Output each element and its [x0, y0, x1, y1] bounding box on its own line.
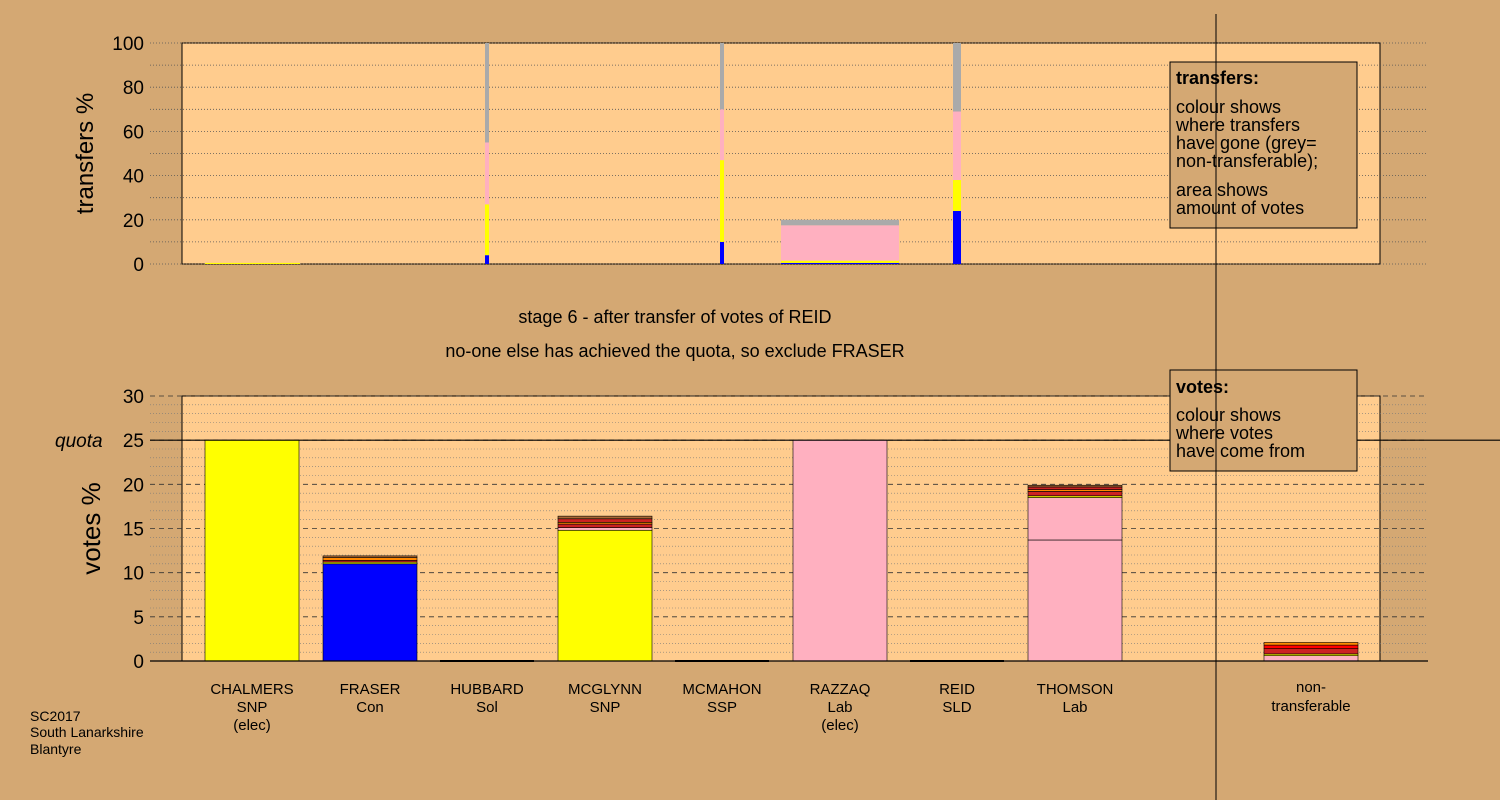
- category-label: (elec): [821, 717, 859, 734]
- y-tick-label: 0: [133, 255, 144, 276]
- footer-line: SC2017: [30, 708, 81, 724]
- category-label: FRASER: [340, 681, 401, 698]
- transfer-segment: [720, 43, 724, 110]
- stage-subtitle: no-one else has achieved the quota, so e…: [445, 341, 904, 361]
- transfer-segment: [953, 111, 961, 181]
- y-axis-label: votes %: [76, 482, 106, 575]
- footer-line: Blantyre: [30, 741, 82, 757]
- category-label: Sol: [476, 699, 498, 716]
- category-label: SNP: [590, 699, 621, 716]
- transfer-segment: [781, 262, 899, 264]
- vote-segment: [557, 515, 653, 520]
- legend-line: area shows: [1176, 180, 1268, 200]
- vote-segment: [557, 523, 653, 528]
- vote-segment: [557, 518, 653, 523]
- category-label: transferable: [1271, 698, 1350, 715]
- category-label: REID: [939, 681, 975, 698]
- y-tick-label: 40: [123, 167, 144, 188]
- category-label: MCGLYNN: [568, 681, 642, 698]
- legend-line: have gone (grey=: [1176, 133, 1317, 153]
- y-tick-label: 20: [123, 211, 144, 232]
- transfer-segment: [485, 204, 489, 256]
- y-tick-label: 0: [133, 652, 144, 673]
- transfer-segment: [953, 180, 961, 211]
- stage-title: stage 6 - after transfer of votes of REI…: [518, 307, 831, 327]
- transfer-segment: [781, 219, 899, 226]
- legend-title: votes:: [1176, 377, 1229, 397]
- footer-line: South Lanarkshire: [30, 724, 144, 740]
- vote-segment: [1263, 642, 1359, 646]
- transfer-segment: [485, 142, 489, 205]
- vote-segment: [1263, 644, 1359, 649]
- transfer-segment: [781, 225, 899, 261]
- transfer-segment: [485, 255, 489, 264]
- vote-segment: [557, 529, 653, 662]
- category-label: SNP: [237, 699, 268, 716]
- y-tick-label: 25: [123, 431, 144, 452]
- vote-segment: [322, 563, 418, 662]
- vote-segment: [1027, 491, 1123, 497]
- y-tick-label: 10: [123, 564, 144, 585]
- vote-segment: [792, 439, 888, 662]
- vote-segment: [1263, 655, 1359, 662]
- legend-line: colour shows: [1176, 97, 1281, 117]
- category-label: HUBBARD: [450, 681, 524, 698]
- transfers-panel: 0 20 40 60 80 100 transfers % transfers: colour …: [72, 34, 1428, 276]
- y-tick-label: 30: [123, 387, 144, 408]
- category-label: SLD: [942, 699, 971, 716]
- legend-title: transfers:: [1176, 68, 1259, 88]
- vote-segment: [557, 527, 653, 531]
- transfer-segment: [720, 241, 724, 264]
- legend-line: amount of votes: [1176, 198, 1304, 218]
- vote-segment: [322, 557, 418, 561]
- transfer-segment: [953, 210, 961, 264]
- transfers-legend: [1169, 61, 1358, 229]
- vote-segment: [1027, 484, 1123, 488]
- category-label: Lab: [1062, 699, 1087, 716]
- y-tick-label: 60: [123, 122, 144, 143]
- category-label: CHALMERS: [210, 681, 293, 698]
- vote-segment: [322, 555, 418, 558]
- legend-line: colour shows: [1176, 405, 1281, 425]
- transfer-segment: [720, 160, 724, 242]
- category-label: MCMAHON: [682, 681, 761, 698]
- transfer-segment: [485, 43, 489, 143]
- y-tick-label: 15: [123, 520, 144, 541]
- category-label: Con: [356, 699, 384, 716]
- y-tick-label: 100: [112, 34, 144, 55]
- y-axis-label: transfers %: [72, 93, 99, 214]
- footer: SC2017 South Lanarkshire Blantyre: [30, 708, 144, 757]
- vote-segment: [1027, 486, 1123, 490]
- legend-line: have come from: [1176, 441, 1305, 461]
- transfer-segment: [953, 43, 961, 112]
- vote-segment: [1263, 648, 1359, 655]
- category-label: Lab: [827, 699, 852, 716]
- category-label: SSP: [707, 699, 737, 716]
- y-tick-label: 5: [133, 608, 144, 629]
- votes-legend: [1169, 369, 1358, 472]
- category-label: RAZZAQ: [810, 681, 871, 698]
- legend-line: non-transferable);: [1176, 151, 1318, 171]
- y-tick-label: 80: [123, 78, 144, 99]
- legend-line: where votes: [1175, 423, 1273, 443]
- transfer-segment: [781, 260, 899, 263]
- category-label: THOMSON: [1037, 681, 1114, 698]
- y-tick-label: 20: [123, 475, 144, 496]
- vote-segment: [204, 439, 300, 662]
- vote-segment: [1027, 497, 1123, 541]
- category-label: (elec): [233, 717, 271, 734]
- transfer-segment: [720, 109, 724, 161]
- category-label: non-: [1296, 679, 1326, 696]
- legend-line: where transfers: [1175, 115, 1300, 135]
- quota-label: quota: [55, 431, 103, 452]
- transfer-segment: [205, 262, 300, 264]
- vote-segment: [1027, 539, 1123, 662]
